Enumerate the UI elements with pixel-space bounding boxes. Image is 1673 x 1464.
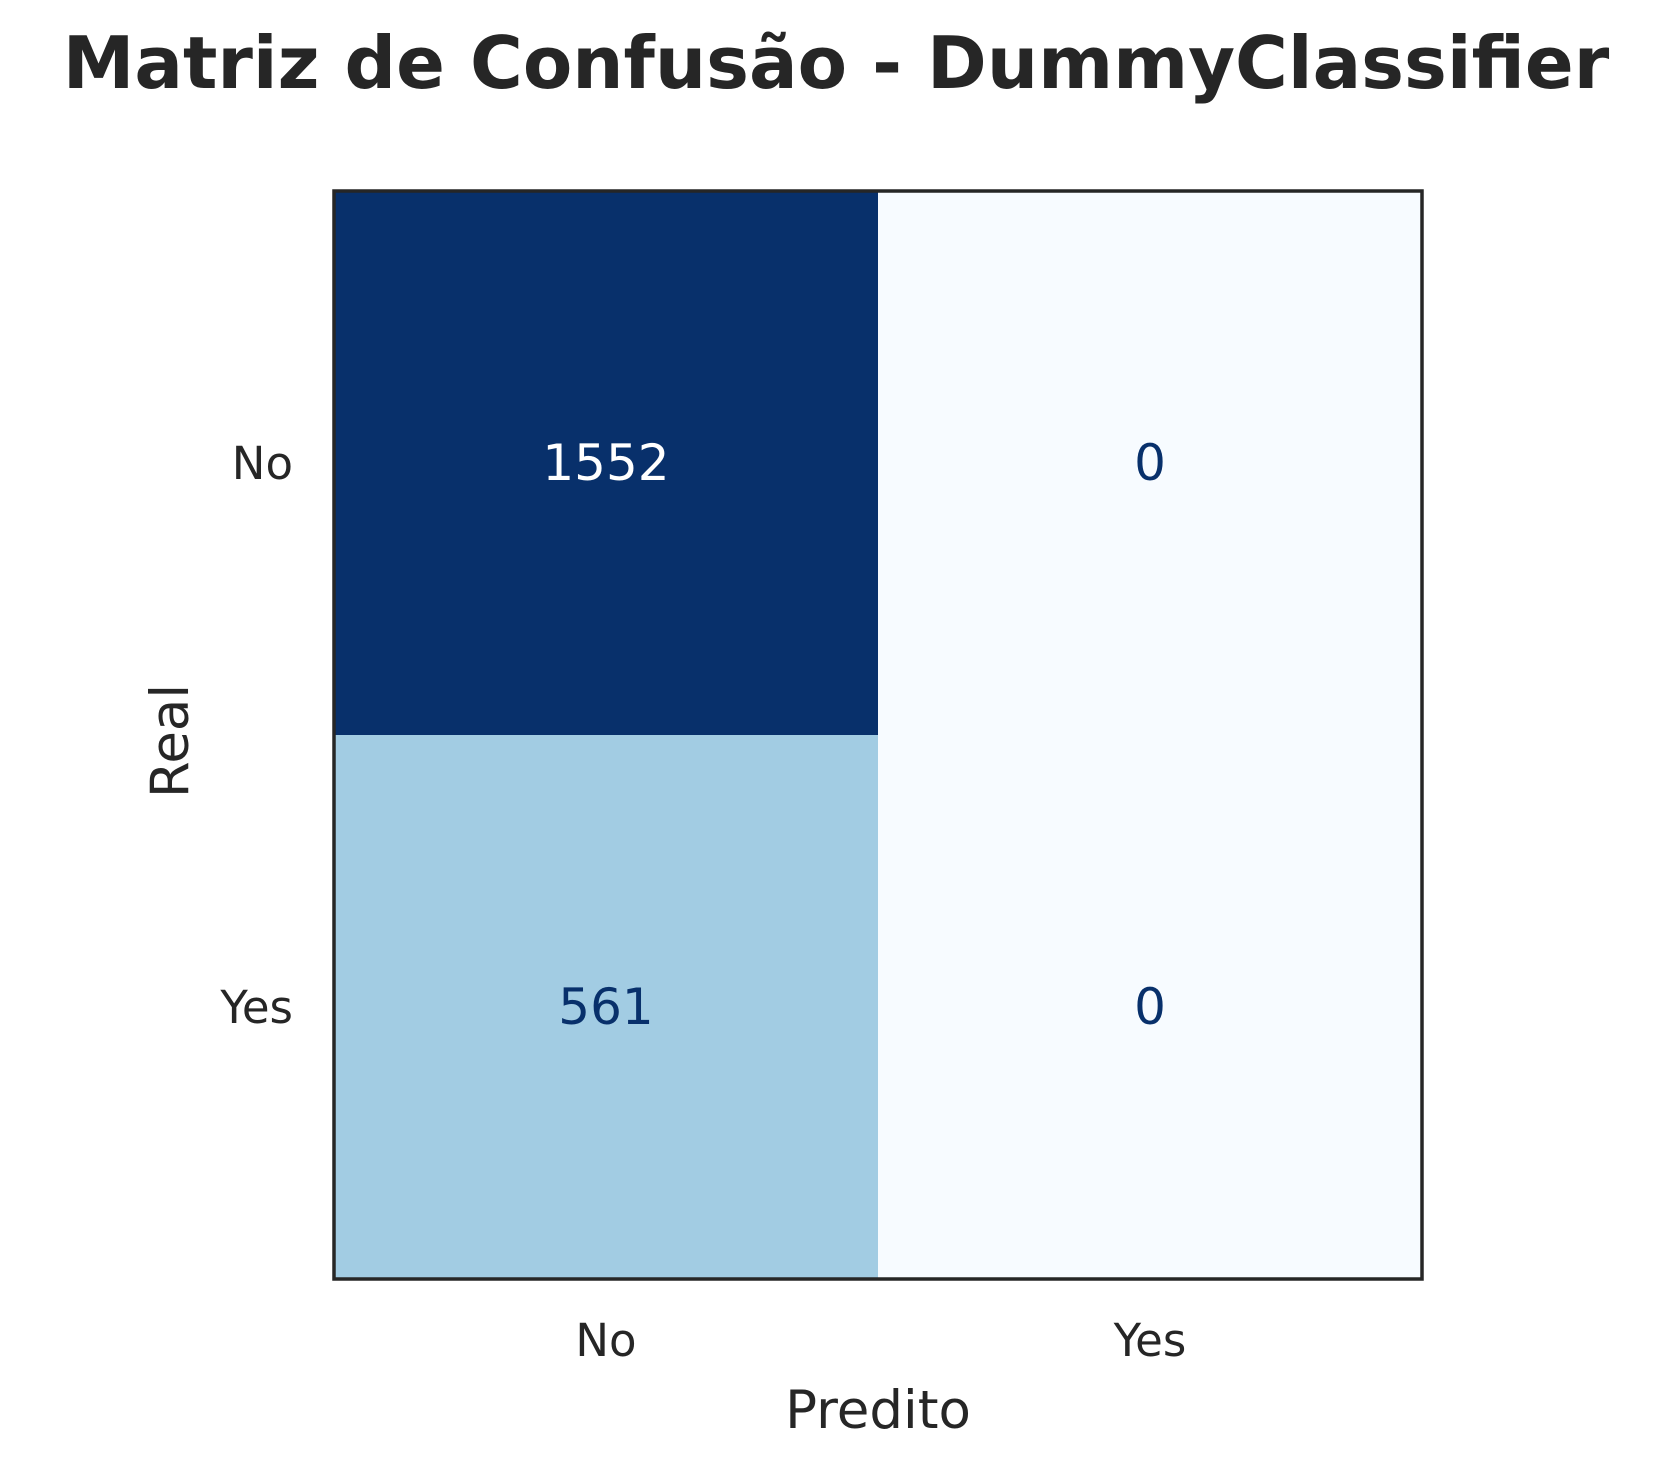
cell-value-label: 1552	[542, 434, 669, 492]
plot-frame	[332, 189, 1424, 1281]
x-tick-labels: No Yes	[575, 1314, 1186, 1367]
cell-value-label: 561	[558, 978, 653, 1036]
y-tick-labels: No Yes	[219, 437, 293, 1034]
y-tick-label: Yes	[219, 981, 293, 1034]
x-axis-label: Predito	[785, 1380, 971, 1441]
x-tick-label: No	[575, 1314, 636, 1367]
heatmap-cell-labels: 1552 0 561 0	[542, 434, 1166, 1036]
x-tick-label: Yes	[1113, 1314, 1187, 1367]
cell-value-label: 0	[1134, 978, 1166, 1036]
heatmap-cell	[878, 735, 1423, 1280]
cell-value-label: 0	[1134, 434, 1166, 492]
heatmap-cells	[334, 191, 1423, 1280]
y-tick-label: No	[232, 437, 293, 490]
heatmap-cell	[334, 191, 879, 736]
heatmap-cell	[334, 735, 879, 1280]
y-axis-label: Real	[140, 684, 201, 798]
chart-title: Matriz de Confusão - DummyClassifier	[63, 21, 1610, 105]
heatmap-cell	[878, 191, 1423, 736]
